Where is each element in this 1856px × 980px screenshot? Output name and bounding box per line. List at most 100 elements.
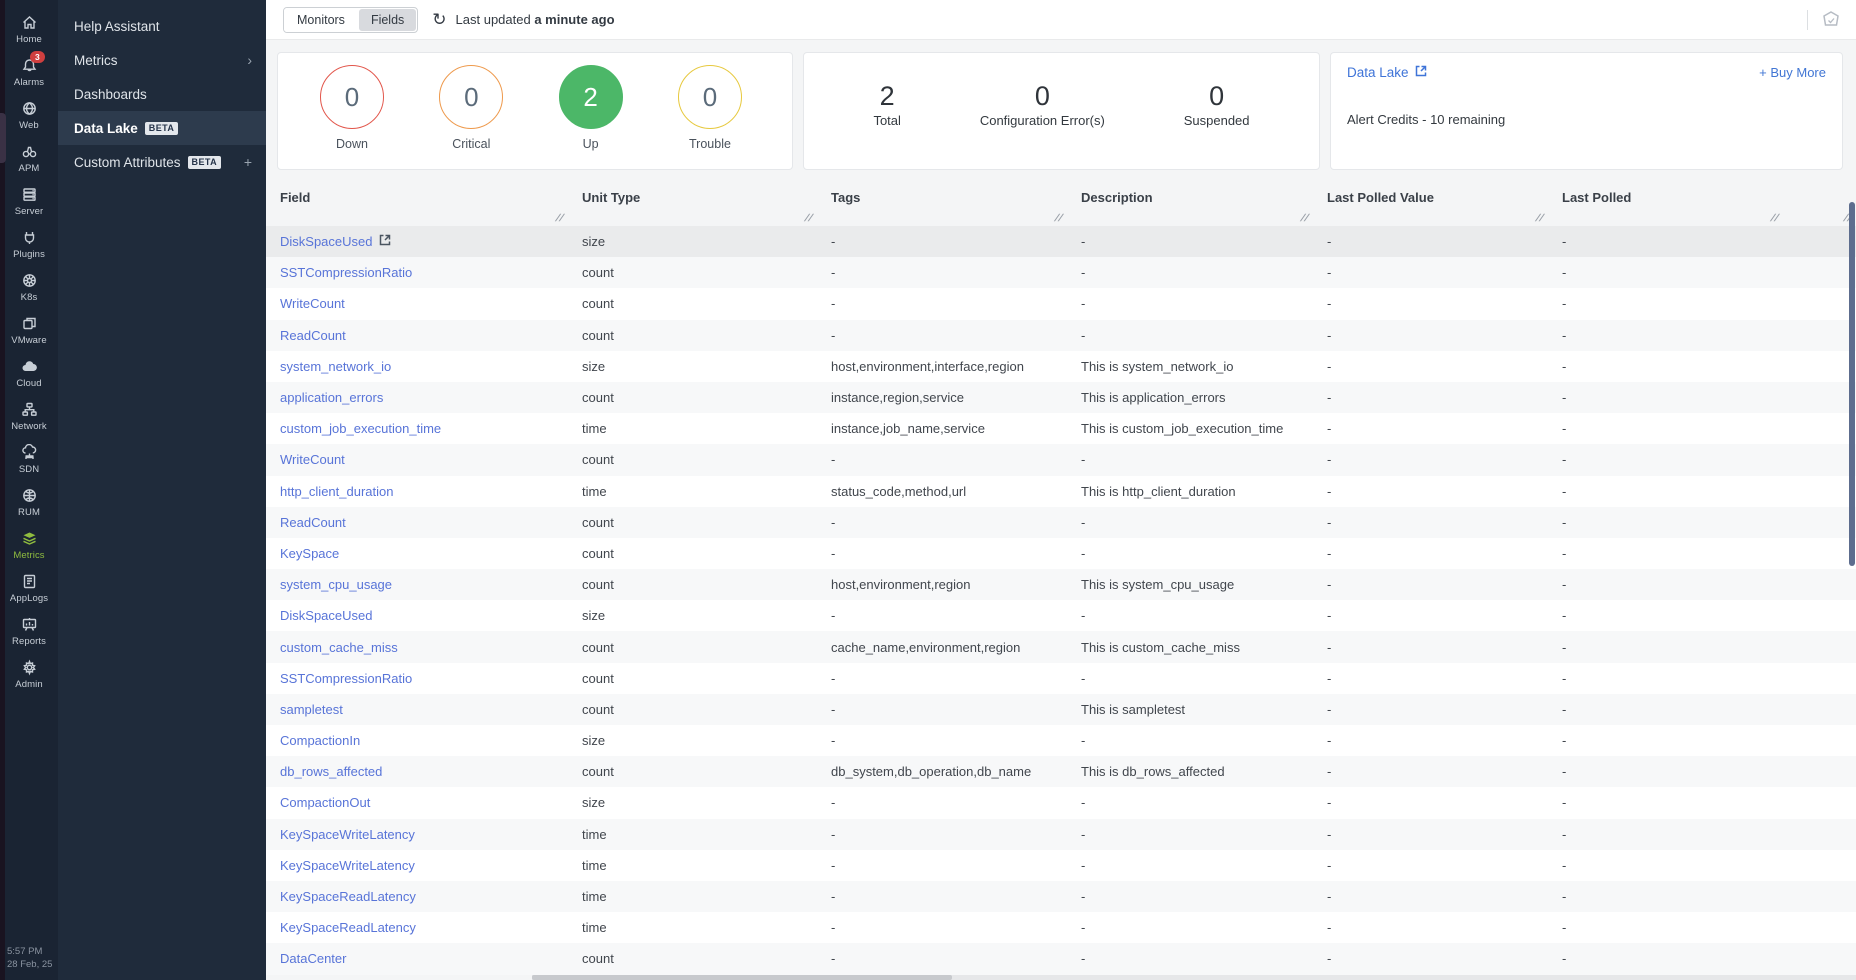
toggle-fields[interactable]: Fields (358, 8, 417, 31)
status-up[interactable]: 2 Up (558, 65, 623, 159)
column-resize-handle[interactable]: // (1299, 213, 1311, 224)
status-critical[interactable]: 0 Critical (439, 65, 504, 159)
panel-collapse-handle[interactable] (0, 113, 6, 163)
rail-item-plugins[interactable]: Plugins (0, 223, 58, 266)
field-link[interactable]: http_client_duration (280, 484, 393, 499)
field-link[interactable]: DiskSpaceUsed (280, 234, 391, 249)
field-name: WriteCount (280, 452, 345, 468)
rail-item-metrics[interactable]: Metrics (0, 524, 58, 567)
column-header-unit-type[interactable]: Unit Type // (568, 188, 817, 226)
column-resize-handle[interactable]: // (1534, 213, 1546, 224)
field-link[interactable]: ReadCount (280, 515, 346, 530)
column-header-label: Field (280, 190, 311, 205)
column-header-field[interactable]: Field // (266, 188, 568, 226)
add-icon[interactable]: + (243, 154, 252, 170)
tags-cell: - (831, 733, 836, 749)
last-polled-value-cell: - (1327, 857, 1332, 873)
field-link[interactable]: custom_job_execution_time (280, 421, 441, 436)
field-link[interactable]: KeySpaceReadLatency (280, 889, 416, 904)
summary-total: 2 Total (873, 81, 900, 128)
last-polled-cell: - (1562, 701, 1567, 717)
rail-item-k8s[interactable]: K8s (0, 266, 58, 309)
rail-item-sdn[interactable]: SDN (0, 438, 58, 481)
field-link[interactable]: CompactionIn (280, 733, 360, 748)
rail-item-network[interactable]: Network (0, 395, 58, 438)
data-lake-link[interactable]: Data Lake (1347, 65, 1427, 80)
unit-cell: count (582, 514, 614, 530)
rail-clock: 5:57 PM 28 Feb, 25 (0, 946, 58, 980)
rail-item-apm[interactable]: APM (0, 137, 58, 180)
sidebar-item-dashboards[interactable]: Dashboards (58, 77, 266, 111)
sidebar-item-data-lake[interactable]: Data Lake BETA (58, 111, 266, 145)
column-resize-handle[interactable]: // (554, 213, 566, 224)
field-link[interactable]: DiskSpaceUsed (280, 608, 373, 623)
table-body: DiskSpaceUsed size - - - - SSTCompressionRatio… (266, 226, 1856, 975)
column-header-description[interactable]: Description // (1067, 188, 1313, 226)
field-link[interactable]: DataCenter (280, 951, 346, 966)
rail-item-cloud[interactable]: Cloud (0, 352, 58, 395)
tags-cell: - (831, 514, 836, 530)
status-trouble[interactable]: 0 Trouble (677, 65, 742, 159)
field-link[interactable]: SSTCompressionRatio (280, 671, 412, 686)
rail-item-reports[interactable]: Reports (0, 610, 58, 653)
field-link[interactable]: WriteCount (280, 452, 345, 467)
tags-cell: host,environment,region (831, 577, 971, 593)
table-row: DataCenter count - - - - (266, 943, 1856, 975)
table-row: application_errors count instance,region,s… (266, 381, 1856, 414)
field-link[interactable]: KeySpaceReadLatency (280, 920, 416, 935)
field-cell: sampletest (266, 702, 568, 717)
field-link[interactable]: db_rows_affected (280, 764, 382, 779)
unit-cell: count (582, 545, 614, 561)
column-resize-handle[interactable]: // (803, 213, 815, 224)
rail-item-rum[interactable]: RUM (0, 481, 58, 524)
chevron-right-icon[interactable]: › (247, 52, 252, 68)
field-link[interactable]: KeySpaceWriteLatency (280, 827, 415, 842)
field-link[interactable]: KeySpaceWriteLatency (280, 858, 415, 873)
vertical-scrollbar-thumb[interactable] (1849, 202, 1855, 566)
description-cell: - (1081, 608, 1086, 624)
whats-new-icon[interactable] (1820, 9, 1842, 31)
description-cell: - (1081, 889, 1086, 905)
column-header-last-polled[interactable]: Last Polled // (1548, 188, 1783, 226)
column-resize-handle[interactable]: // (1053, 213, 1065, 224)
field-link[interactable]: SSTCompressionRatio (280, 265, 412, 280)
rail-item-home[interactable]: Home (0, 8, 58, 51)
field-link[interactable]: sampletest (280, 702, 343, 717)
sidebar-item-metrics[interactable]: Metrics › (58, 43, 266, 77)
field-link[interactable]: KeySpace (280, 546, 339, 561)
tags-cell: - (831, 795, 836, 811)
field-link[interactable]: application_errors (280, 390, 383, 405)
sidebar-item-help-assistant[interactable]: Help Assistant (58, 9, 266, 43)
toggle-monitors[interactable]: Monitors (284, 7, 358, 32)
rail-item-web[interactable]: Web (0, 94, 58, 137)
last-updated-value: a minute ago (534, 12, 615, 27)
rail-item-admin[interactable]: Admin (0, 653, 58, 696)
buy-more-link[interactable]: + Buy More (1759, 65, 1826, 80)
field-link[interactable]: WriteCount (280, 296, 345, 311)
field-name: CompactionOut (280, 795, 371, 811)
rail-item-alarms[interactable]: 3 Alarms (0, 51, 58, 94)
field-link[interactable]: system_network_io (280, 359, 391, 374)
column-header-last-polled-value[interactable]: Last Polled Value // (1313, 188, 1548, 226)
rail-item-applogs[interactable]: AppLogs (0, 567, 58, 610)
field-link[interactable]: system_cpu_usage (280, 577, 392, 592)
field-link[interactable]: CompactionOut (280, 795, 370, 810)
sidebar-item-custom-attributes[interactable]: Custom Attributes BETA + (58, 145, 266, 179)
horizontal-scrollbar[interactable] (532, 975, 1856, 980)
description-cell: This is custom_job_execution_time (1081, 421, 1284, 437)
field-link[interactable]: ReadCount (280, 328, 346, 343)
field-link[interactable]: custom_cache_miss (280, 640, 398, 655)
rail-item-vmware[interactable]: VMware (0, 309, 58, 352)
horizontal-scrollbar-thumb[interactable] (532, 975, 952, 980)
description-cell: This is system_cpu_usage (1081, 577, 1235, 593)
tags-cell: - (831, 545, 836, 561)
column-header-tags[interactable]: Tags // (817, 188, 1067, 226)
status-down[interactable]: 0 Down (320, 65, 384, 159)
unit-cell: count (582, 639, 614, 655)
description-cell: - (1081, 265, 1086, 281)
table-row: custom_cache_miss count cache_name,environ… (266, 631, 1856, 663)
tags-cell: host,environment,interface,region (831, 358, 1024, 374)
rail-item-server[interactable]: Server (0, 180, 58, 223)
refresh-icon[interactable]: ↻ (432, 10, 447, 29)
column-resize-handle[interactable]: // (1769, 213, 1781, 224)
